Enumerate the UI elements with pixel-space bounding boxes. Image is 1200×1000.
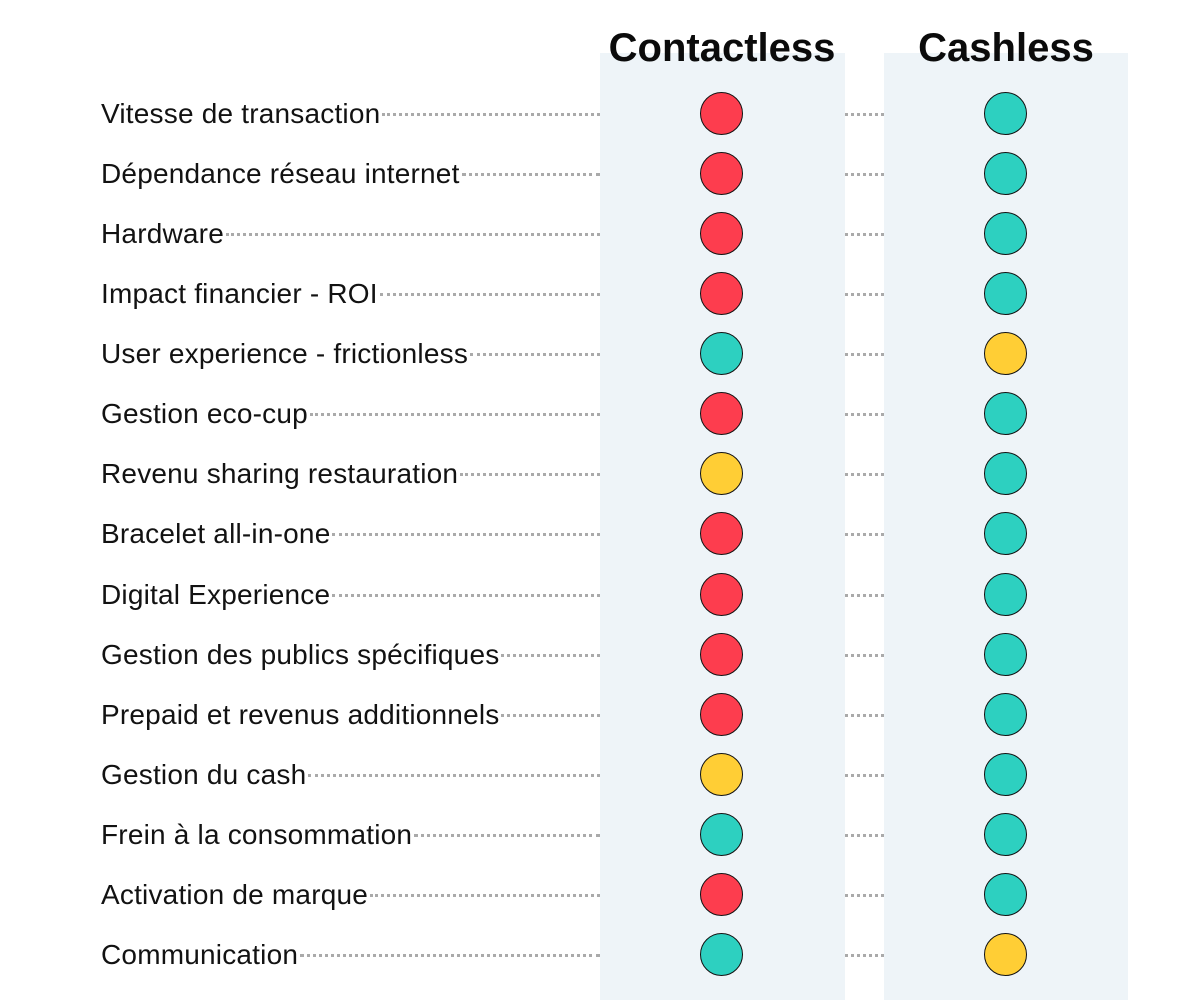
criteria-row: User experience - frictionless	[0, 324, 1200, 384]
contactless-status-red-icon	[700, 392, 743, 436]
criteria-row: Communication	[0, 925, 1200, 985]
contactless-status-red-icon	[700, 212, 743, 256]
criteria-row: Frein à la consommation	[0, 805, 1200, 865]
contactless-status-red-icon	[700, 152, 743, 196]
criteria-label: Activation de marque	[101, 878, 369, 910]
contactless-status-red-icon	[700, 272, 743, 316]
criteria-row: Impact financier - ROI	[0, 264, 1200, 324]
criteria-row: Activation de marque	[0, 865, 1200, 925]
criteria-row: Bracelet all-in-one	[0, 504, 1200, 564]
contactless-status-red-icon	[700, 512, 743, 556]
dotted-leader-line	[501, 653, 600, 657]
dotted-leader-line	[470, 353, 600, 357]
dotted-leader-line	[332, 533, 600, 537]
dotted-leader-line	[382, 113, 600, 116]
contactless-status-green-icon	[700, 332, 743, 376]
dotted-leader-line	[845, 473, 884, 477]
dotted-leader-line	[845, 773, 884, 777]
contactless-status-red-icon	[700, 692, 743, 736]
dotted-leader-line	[300, 953, 600, 957]
dotted-leader-line	[462, 173, 600, 177]
cashless-status-green-icon	[984, 392, 1027, 436]
dotted-leader-line	[845, 893, 884, 897]
criteria-row: Digital Experience	[0, 565, 1200, 625]
criteria-row: Prepaid et revenus additionnels	[0, 685, 1200, 745]
cashless-status-green-icon	[984, 512, 1027, 556]
dotted-leader-line	[845, 953, 884, 957]
dotted-leader-line	[501, 713, 600, 717]
dotted-leader-line	[845, 593, 884, 597]
contactless-status-yellow-icon	[700, 752, 743, 796]
dotted-leader-line	[845, 533, 884, 537]
criteria-label: User experience - frictionless	[101, 338, 469, 370]
dotted-leader-line	[845, 233, 884, 237]
dotted-leader-line	[845, 653, 884, 657]
criteria-row: Gestion des publics spécifiques	[0, 625, 1200, 685]
cashless-status-green-icon	[984, 212, 1027, 256]
criteria-label: Vitesse de transaction	[101, 98, 381, 129]
cashless-status-green-icon	[984, 452, 1027, 496]
criteria-row: Revenu sharing restauration	[0, 444, 1200, 504]
criteria-label: Hardware	[101, 218, 224, 250]
cashless-status-green-icon	[984, 872, 1027, 916]
criteria-row: Dépendance réseau internet	[0, 144, 1200, 204]
criteria-label: Digital Experience	[101, 578, 331, 610]
contactless-status-red-icon	[700, 572, 743, 616]
cashless-status-green-icon	[984, 92, 1027, 135]
criteria-label: Gestion des publics spécifiques	[101, 638, 500, 670]
contactless-status-red-icon	[700, 872, 743, 916]
criteria-row: Hardware	[0, 204, 1200, 264]
cashless-status-green-icon	[984, 272, 1027, 316]
contactless-status-yellow-icon	[700, 452, 743, 496]
criteria-label: Bracelet all-in-one	[101, 518, 331, 550]
dotted-leader-line	[845, 353, 884, 357]
dotted-leader-line	[845, 113, 884, 116]
criteria-label: Dépendance réseau internet	[101, 158, 460, 190]
contactless-column-header: Contactless	[608, 26, 836, 70]
criteria-label: Prepaid et revenus additionnels	[101, 698, 500, 730]
cashless-status-green-icon	[984, 632, 1027, 676]
cashless-status-green-icon	[984, 752, 1027, 796]
dotted-leader-line	[845, 713, 884, 717]
dotted-leader-line	[370, 893, 600, 897]
criteria-label: Communication	[101, 938, 299, 970]
criteria-label: Impact financier - ROI	[101, 278, 378, 310]
cashless-status-green-icon	[984, 812, 1027, 856]
contactless-status-green-icon	[700, 932, 743, 976]
criteria-row: Vitesse de transaction	[0, 84, 1200, 144]
dotted-leader-line	[460, 473, 600, 477]
cashless-column-header: Cashless	[918, 26, 1094, 70]
dotted-leader-line	[310, 413, 600, 417]
contactless-status-green-icon	[700, 812, 743, 856]
dotted-leader-line	[845, 293, 884, 297]
dotted-leader-line	[308, 773, 600, 777]
dotted-leader-line	[226, 233, 600, 237]
criteria-label: Revenu sharing restauration	[101, 458, 459, 490]
criteria-label: Gestion eco-cup	[101, 398, 308, 430]
cashless-status-yellow-icon	[984, 332, 1027, 376]
dotted-leader-line	[845, 833, 884, 837]
criteria-label: Gestion du cash	[101, 758, 307, 790]
cashless-status-green-icon	[984, 692, 1027, 736]
dotted-leader-line	[845, 173, 884, 177]
criteria-row: Gestion eco-cup	[0, 384, 1200, 444]
dotted-leader-line	[845, 413, 884, 417]
contactless-status-red-icon	[700, 92, 743, 135]
dotted-leader-line	[332, 593, 600, 597]
dotted-leader-line	[414, 833, 600, 837]
contactless-status-red-icon	[700, 632, 743, 676]
cashless-status-yellow-icon	[984, 932, 1027, 976]
criteria-row: Gestion du cash	[0, 745, 1200, 805]
cashless-status-green-icon	[984, 152, 1027, 196]
criteria-label: Frein à la consommation	[101, 818, 413, 850]
cashless-status-green-icon	[984, 572, 1027, 616]
dotted-leader-line	[380, 293, 600, 297]
